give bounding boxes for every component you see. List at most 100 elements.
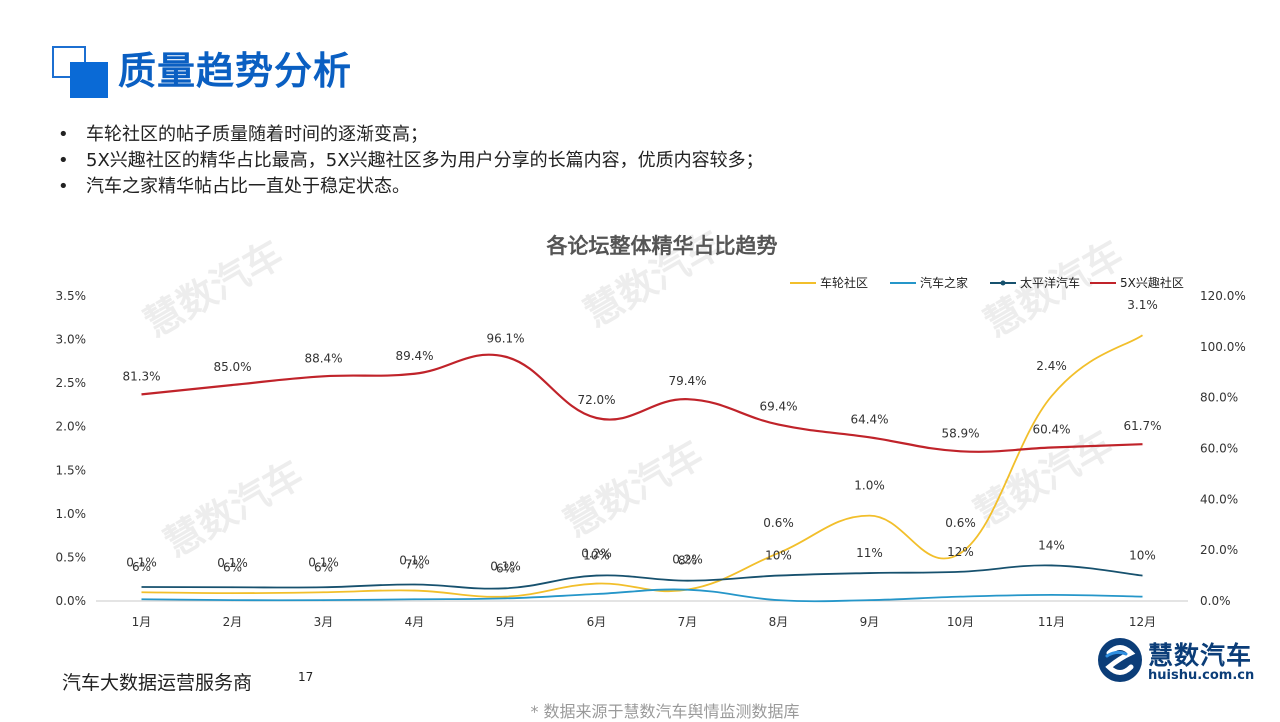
watermark-text: 慧数汽车 [557, 432, 711, 546]
data-label: 0.6% [945, 516, 976, 530]
x-tick-label: 2月 [223, 615, 243, 629]
data-point [595, 416, 599, 420]
data-point [504, 597, 508, 601]
y-left-tick-label: 0.0% [56, 594, 87, 608]
y-right-tick-label: 0.0% [1200, 594, 1231, 608]
y-left-tick-label: 3.5% [56, 289, 87, 303]
data-point [868, 436, 872, 440]
data-point [595, 574, 599, 578]
data-label: 1.0% [854, 479, 885, 493]
x-tick-label: 6月 [587, 615, 607, 629]
chart-title: 各论坛整体精华占比趋势 [546, 234, 778, 258]
data-point [140, 590, 144, 594]
data-label: 12% [947, 545, 974, 559]
data-label: 2.4% [1036, 359, 1067, 373]
x-tick-label: 12月 [1129, 615, 1156, 629]
y-right-tick-label: 120.0% [1200, 289, 1246, 303]
page-title: 质量趋势分析 [118, 49, 353, 93]
data-label: 85.0% [213, 360, 251, 374]
data-point [140, 597, 144, 601]
y-right-tick-label: 60.0% [1200, 442, 1238, 456]
data-label: 0.1% [399, 554, 430, 568]
data-label: 88.4% [304, 351, 342, 365]
data-point [595, 592, 599, 596]
y-right-tick-label: 20.0% [1200, 543, 1238, 557]
data-label: 6% [496, 561, 515, 575]
data-label: 72.0% [577, 393, 615, 407]
data-label: 10% [765, 549, 792, 563]
data-label: 0.6% [763, 516, 794, 530]
legend-label: 车轮社区 [820, 275, 868, 290]
data-label: 6% [132, 560, 151, 574]
y-right-tick-label: 80.0% [1200, 391, 1238, 405]
data-label: 10% [1129, 549, 1156, 563]
data-label: 64.4% [850, 412, 888, 426]
data-point [868, 571, 872, 575]
y-left-tick-label: 1.0% [56, 507, 87, 521]
data-point [777, 598, 781, 602]
data-label: 58.9% [941, 426, 979, 440]
data-label: 7% [405, 557, 424, 571]
footer-company: 汽车大数据运营服务商 [62, 672, 253, 694]
data-point [322, 590, 326, 594]
watermark-text: 慧数汽车 [967, 422, 1121, 536]
data-point [322, 375, 326, 379]
logo-url: huishu.com.cn [1148, 668, 1255, 683]
x-tick-label: 9月 [860, 615, 880, 629]
data-label: 79.4% [668, 374, 706, 388]
data-point [1141, 574, 1145, 578]
data-label: 6% [314, 560, 333, 574]
x-tick-label: 10月 [947, 615, 974, 629]
data-point [231, 591, 235, 595]
data-point [686, 588, 690, 592]
x-tick-label: 11月 [1038, 615, 1065, 629]
series-line-1 [141, 588, 1143, 603]
data-label: 61.7% [1123, 419, 1161, 433]
data-point [1050, 446, 1054, 450]
data-label: 60.4% [1032, 422, 1070, 436]
data-label: 6% [223, 560, 242, 574]
watermark-text: 慧数汽车 [137, 232, 291, 346]
data-point [231, 383, 235, 387]
data-label: 96.1% [486, 332, 524, 346]
summary-bullets: 车轮社区的帖子质量随着时间的逐渐变高； 5X兴趣社区的精华占比最高，5X兴趣社区… [58, 122, 764, 200]
data-point [959, 595, 963, 599]
data-label: 0.1% [126, 555, 157, 569]
data-point [1141, 595, 1145, 599]
data-point [777, 423, 781, 427]
series-line-2 [141, 564, 1143, 590]
data-label: 0.2% [672, 553, 703, 567]
legend-label: 汽车之家 [920, 275, 968, 290]
data-point [868, 598, 872, 602]
bullet-item: 车轮社区的帖子质量随着时间的逐渐变高； [58, 122, 764, 148]
data-label: 0.1% [217, 556, 248, 570]
title-decoration [52, 46, 108, 98]
data-label: 69.4% [759, 400, 797, 414]
company-logo: 慧数汽车 huishu.com.cn [1096, 632, 1266, 688]
data-point [413, 589, 417, 593]
bullet-item: 5X兴趣社区的精华占比最高，5X兴趣社区多为用户分享的长篇内容，优质内容较多； [58, 148, 764, 174]
page-number: 17 [298, 670, 314, 684]
x-tick-label: 5月 [496, 615, 516, 629]
data-point [1050, 593, 1054, 597]
data-point [504, 586, 508, 590]
data-point [959, 570, 963, 574]
legend-label: 5X兴趣社区 [1120, 275, 1184, 290]
y-left-tick-label: 3.0% [56, 333, 87, 347]
x-tick-label: 4月 [405, 615, 425, 629]
logo-name: 慧数汽车 [1148, 641, 1253, 670]
title-deco-fill [70, 62, 108, 98]
data-point [959, 449, 963, 453]
data-label: 89.4% [395, 349, 433, 363]
data-label: 81.3% [122, 369, 160, 383]
data-point [1050, 564, 1054, 568]
x-tick-label: 8月 [769, 615, 789, 629]
bullet-item: 汽车之家精华帖占比一直处于稳定状态。 [58, 174, 764, 200]
data-point [140, 585, 144, 589]
x-tick-label: 1月 [132, 615, 152, 629]
data-point [322, 598, 326, 602]
data-point [1141, 333, 1145, 337]
data-point [868, 514, 872, 518]
data-point [1141, 442, 1145, 446]
